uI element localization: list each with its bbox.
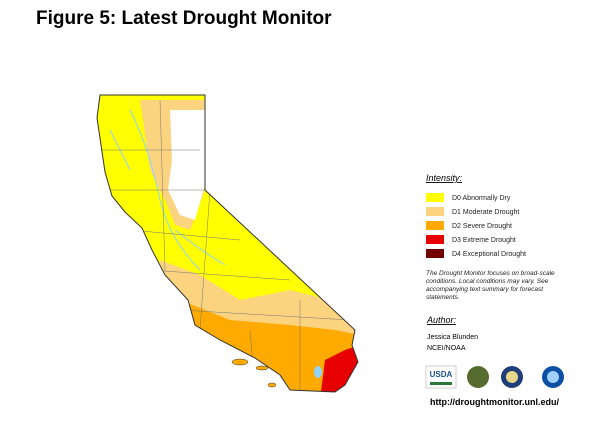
lake <box>314 366 322 378</box>
legend-swatch <box>426 221 444 230</box>
islands <box>231 358 277 388</box>
logo-text: USDA <box>430 370 453 379</box>
state-map <box>97 95 358 392</box>
legend-label: D4 Exceptional Drought <box>452 251 526 258</box>
note: The Drought Monitor focuses on broad-sca… <box>426 270 555 301</box>
author-heading: Author: <box>426 315 457 325</box>
legend-swatch <box>426 207 444 216</box>
legend-swatch <box>426 193 444 202</box>
legend-label: D2 Severe Drought <box>452 223 512 230</box>
legend-swatch <box>426 249 444 258</box>
legend-swatch <box>426 235 444 244</box>
title: Figure 5: Latest Drought Monitor <box>36 8 332 29</box>
author-org: NCEI/NOAA <box>427 345 466 352</box>
url: http://droughtmonitor.unl.edu/ <box>430 397 559 407</box>
legend: D0 Abnormally Dry D1 Moderate Drought D2 S… <box>426 193 526 258</box>
legend-heading: Intensity: <box>426 173 463 183</box>
author-name: Jessica Blunden <box>427 334 478 341</box>
legend-label: D0 Abnormally Dry <box>452 195 511 202</box>
legend-label: D3 Extreme Drought <box>452 237 516 244</box>
legend-label: D1 Moderate Drought <box>452 209 519 216</box>
logos: USDA <box>425 365 564 389</box>
